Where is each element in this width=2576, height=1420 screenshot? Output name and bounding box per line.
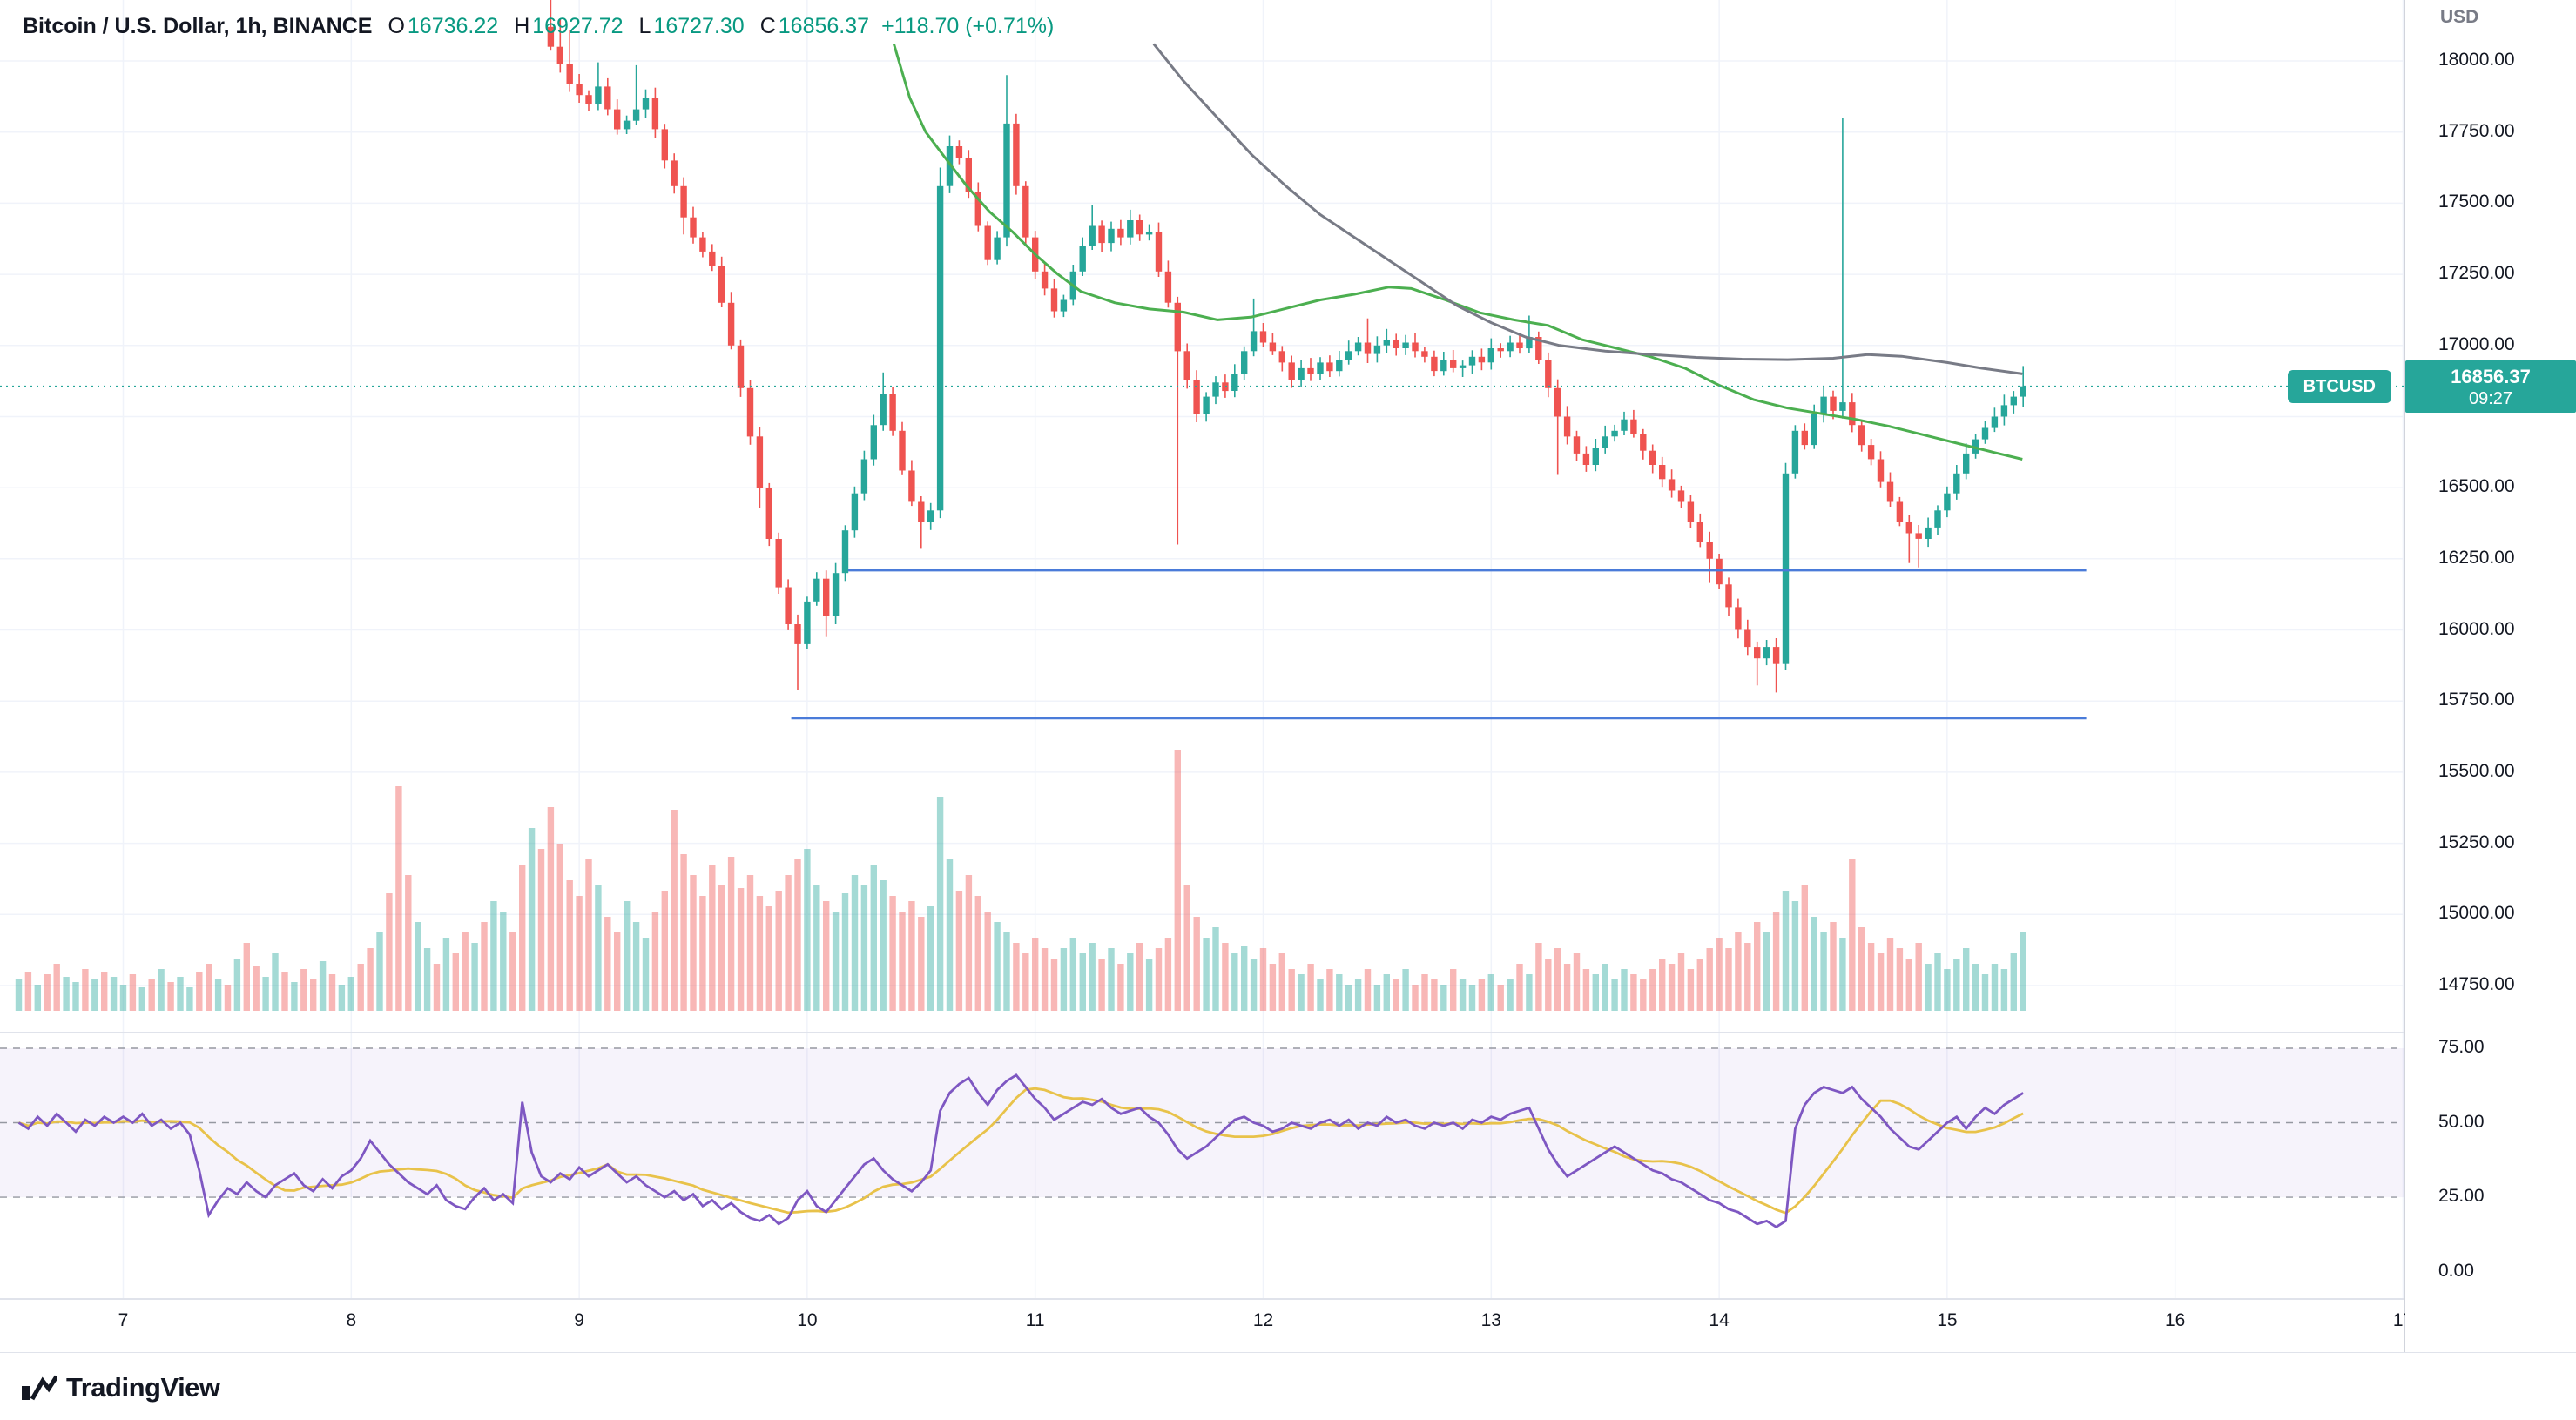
ohlc-open-label: O xyxy=(388,14,405,38)
price-tick-label: 16500.00 xyxy=(2438,476,2515,497)
chart-bottom-border xyxy=(0,1352,2576,1353)
tradingview-logo-icon xyxy=(22,1375,57,1401)
rsi-tick-label: 50.00 xyxy=(2438,1111,2485,1132)
price-tick-label: 17500.00 xyxy=(2438,192,2515,212)
currency-unit-label[interactable]: USD xyxy=(2440,7,2479,27)
rsi-pane-canvas[interactable] xyxy=(0,1032,2404,1298)
price-tick-label: 17000.00 xyxy=(2438,333,2515,354)
price-tick-label: 14750.00 xyxy=(2438,974,2515,994)
tradingview-logo[interactable]: TradingView xyxy=(21,1367,220,1409)
time-axis[interactable]: 7 8 9 10 11 12 13 14 15 16 17 xyxy=(0,1300,2414,1350)
symbol-title[interactable]: Bitcoin / U.S. Dollar, 1h, BINANCE xyxy=(23,14,373,38)
rsi-line[interactable] xyxy=(17,1073,2024,1228)
ohlc-close-label: C xyxy=(759,14,776,38)
ma-slow-gray[interactable] xyxy=(1152,43,2023,375)
symbol-ohlc-header: Bitcoin / U.S. Dollar, 1h, BINANCE O 16736… xyxy=(23,14,1054,39)
tradingview-logo-text: TradingView xyxy=(66,1372,220,1403)
price-tick-label: 16000.00 xyxy=(2438,618,2515,639)
ohlc-low-value: 16727.30 xyxy=(653,14,745,38)
price-chart-canvas[interactable] xyxy=(0,0,2404,1032)
bar-countdown: 09:27 xyxy=(2468,388,2513,408)
ohlc-open-value: 16736.22 xyxy=(407,14,499,38)
ohlc-high-value: 16927.72 xyxy=(532,14,624,38)
time-tick-label: 7 xyxy=(118,1310,129,1330)
pane-separator-price-rsi[interactable] xyxy=(0,1032,2576,1033)
rsi-ma-line[interactable] xyxy=(18,1087,2024,1215)
price-tick-label: 17250.00 xyxy=(2438,263,2515,284)
rsi-tick-label: 25.00 xyxy=(2438,1186,2485,1207)
symbol-price-tag: BTCUSD xyxy=(2287,369,2391,403)
time-tick-label: 10 xyxy=(797,1310,818,1330)
rsi-tick-label: 0.00 xyxy=(2438,1260,2474,1281)
price-tick-label: 17750.00 xyxy=(2438,120,2515,141)
ohlc-low-label: L xyxy=(638,14,651,38)
time-tick-label: 9 xyxy=(574,1310,584,1330)
price-axis-border xyxy=(2404,0,2405,1352)
price-tick-label: 15750.00 xyxy=(2438,690,2515,710)
time-tick-label: 14 xyxy=(1709,1310,1730,1330)
price-tick-label: 18000.00 xyxy=(2438,50,2515,70)
price-tick-label: 16250.00 xyxy=(2438,547,2515,568)
last-price-label: 16856.37 09:27 xyxy=(2405,360,2576,413)
time-tick-label: 12 xyxy=(1252,1310,1274,1330)
time-tick-label: 16 xyxy=(2165,1310,2186,1330)
time-tick-label: 11 xyxy=(1025,1310,1045,1330)
time-tick-label: 15 xyxy=(1937,1310,1958,1330)
ohlc-close-value: 16856.37 xyxy=(778,14,870,38)
time-tick-label: 8 xyxy=(346,1310,357,1330)
pane-separator-rsi-time[interactable] xyxy=(0,1298,2576,1300)
price-tick-label: 15250.00 xyxy=(2438,831,2515,852)
rsi-tick-label: 75.00 xyxy=(2438,1037,2485,1057)
volume-bars xyxy=(15,750,2026,1011)
price-tick-label: 15500.00 xyxy=(2438,760,2515,781)
price-grid xyxy=(0,0,2404,1032)
price-tick-label: 15000.00 xyxy=(2438,903,2515,924)
ma-fast-green[interactable] xyxy=(892,43,2023,461)
ohlc-change-value: +118.70 (+0.71%) xyxy=(881,14,1055,38)
candles xyxy=(547,0,2026,693)
price-axis[interactable]: USD 16856.37 09:27 18000.00 17750.00 17500… xyxy=(2405,0,2576,1352)
last-price-value: 16856.37 xyxy=(2451,365,2531,387)
ohlc-high-label: H xyxy=(514,14,530,38)
time-tick-label: 13 xyxy=(1480,1310,1501,1330)
